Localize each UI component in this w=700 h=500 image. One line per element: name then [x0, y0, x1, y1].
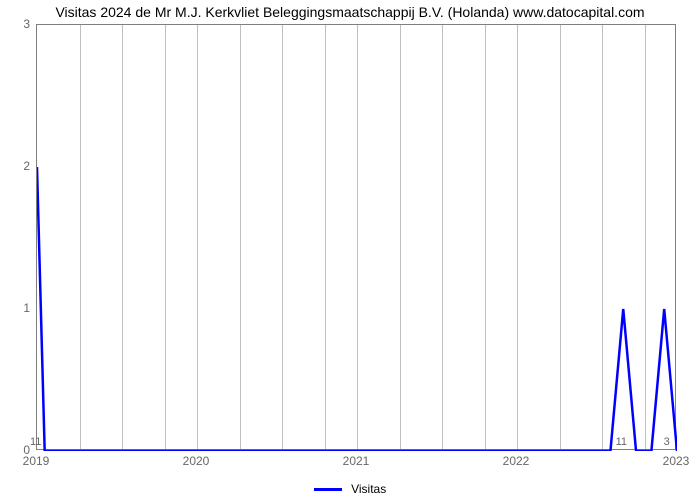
legend-swatch: [314, 488, 342, 491]
gridline: [442, 25, 443, 449]
x-tick-label: 2023: [663, 454, 690, 468]
gridline: [282, 25, 283, 449]
y-tick-label: 2: [0, 159, 30, 173]
gridline: [560, 25, 561, 449]
x-tick-label: 2022: [503, 454, 530, 468]
gridline: [400, 25, 401, 449]
extra-data-label: 3: [664, 436, 670, 448]
gridline: [602, 25, 603, 449]
gridline: [645, 25, 646, 449]
extra-data-label: 11: [616, 436, 627, 448]
legend-label: Visitas: [351, 482, 386, 496]
plot-area: [36, 24, 676, 450]
gridline: [197, 25, 198, 449]
x-tick-label: 2019: [23, 454, 50, 468]
gridline: [240, 25, 241, 449]
y-tick-label: 3: [0, 17, 30, 31]
gridline: [80, 25, 81, 449]
chart-title: Visitas 2024 de Mr M.J. Kerkvliet Belegg…: [0, 4, 700, 20]
gridline: [517, 25, 518, 449]
gridline: [122, 25, 123, 449]
gridline: [165, 25, 166, 449]
legend: Visitas: [0, 481, 700, 496]
gridline: [325, 25, 326, 449]
gridline: [485, 25, 486, 449]
extra-data-label: 11: [30, 436, 41, 448]
x-tick-label: 2021: [343, 454, 370, 468]
gridline: [357, 25, 358, 449]
y-tick-label: 1: [0, 301, 30, 315]
x-tick-label: 2020: [183, 454, 210, 468]
chart-container: Visitas 2024 de Mr M.J. Kerkvliet Belegg…: [0, 0, 700, 500]
